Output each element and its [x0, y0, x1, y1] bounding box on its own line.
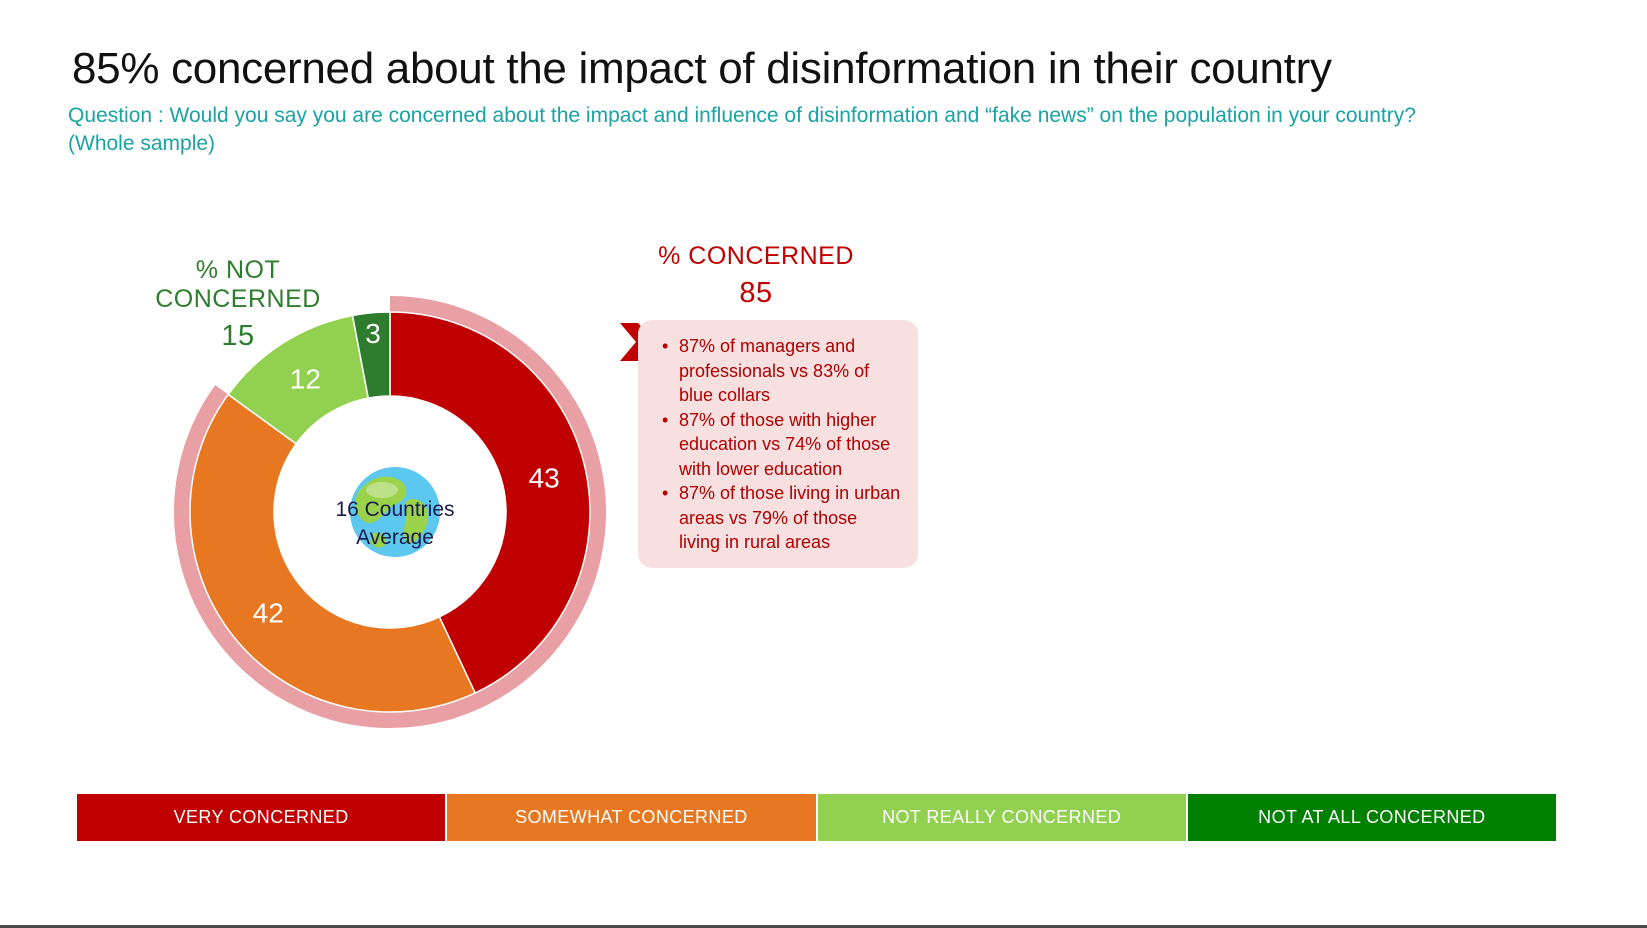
callout-bullet-list: 87% of managers and professionals vs 83% …: [662, 334, 906, 555]
callout-bullet-line: 87% of those living in urban: [679, 483, 901, 503]
legend-item: SOMEWHAT CONCERNED: [447, 794, 818, 841]
question-sample-note: (Whole sample): [68, 132, 216, 155]
globe-icon: [350, 467, 440, 557]
callout-bullet: 87% of those living in urban areas vs 79%…: [662, 481, 906, 555]
not-concerned-label: % NOT CONCERNED: [155, 256, 321, 313]
not-concerned-header: % NOT CONCERNED 15: [118, 256, 358, 353]
callout-bullet-line: education vs 74% of those: [679, 434, 891, 454]
callout-bullet-line: with lower education: [679, 458, 843, 479]
slices-group: [189, 311, 591, 713]
callout-bullet-line: 87% of those with higher: [679, 409, 877, 430]
slice-labels-group: 43 42 12 3: [253, 318, 560, 629]
donut-slice: [389, 311, 591, 694]
center-label-line2: Average: [356, 526, 434, 549]
concerned-value: 85: [739, 277, 773, 309]
donut-chart: 43 42 12 3 16 Countries Average: [174, 296, 606, 728]
callout-bullet: 87% of managers and professionals vs 83% …: [662, 334, 906, 408]
callout-bullet-line: professionals vs 83% of: [679, 360, 870, 381]
callout-bullet: 87% of those with higher education vs 74%…: [662, 408, 906, 482]
concerned-header: % CONCERNED 85: [640, 242, 872, 310]
bottom-divider: [0, 925, 1647, 928]
concerned-outer-ring: [174, 296, 606, 728]
concerned-callout: 87% of managers and professionals vs 83% …: [638, 320, 918, 568]
concerned-label: % CONCERNED: [658, 242, 854, 270]
not-concerned-value: 15: [221, 320, 255, 352]
donut-slice: [189, 393, 477, 713]
legend-item: NOT AT ALL CONCERNED: [1187, 794, 1556, 841]
legend: VERY CONCERNED SOMEWHAT CONCERNED NOT REAL…: [77, 794, 1556, 841]
legend-item: NOT REALLY CONCERNED: [817, 794, 1188, 841]
callout-bullet-line: areas vs 79% of those: [679, 507, 858, 528]
globe-highlight: [366, 482, 398, 498]
globe-landmass: [404, 498, 428, 544]
outer-ring-group: [174, 296, 606, 728]
center-label-line1: 16 Countries: [335, 498, 454, 521]
callout-bullet-line: 87% of managers and: [679, 336, 856, 356]
page-title: 85% concerned about the impact of disinf…: [72, 44, 1332, 93]
globe-landmass: [355, 476, 407, 524]
slice-value-label: 43: [529, 463, 560, 494]
question-text: Question : Would you say you are concern…: [68, 102, 1488, 158]
callout-bullet-line: blue collars: [679, 385, 771, 405]
callout-bullet-line: living in rural areas: [679, 532, 831, 552]
legend-item: VERY CONCERNED: [77, 794, 448, 841]
question-line: Question : Would you say you are concern…: [68, 104, 1416, 127]
slice-value-label: 42: [253, 598, 284, 629]
donut-slice: [351, 311, 391, 399]
slice-value-label: 12: [290, 364, 321, 395]
globe-landmass: [370, 532, 387, 548]
slice-value-label: 3: [365, 318, 381, 349]
